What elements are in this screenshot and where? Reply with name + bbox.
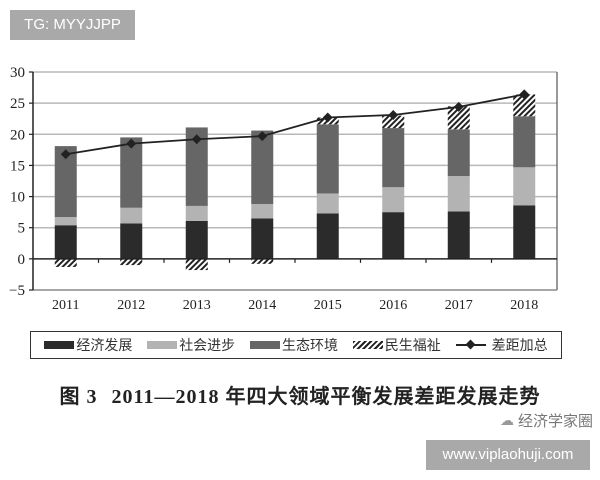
x-tick-label: 2017 <box>445 298 473 313</box>
axes <box>29 71 557 291</box>
bar-segment <box>447 211 470 259</box>
total-gap-line <box>60 89 530 160</box>
bar-segment <box>447 176 470 212</box>
bar-segment <box>316 124 339 194</box>
y-tick-label: 25 <box>10 96 25 112</box>
bar-segment <box>447 129 470 177</box>
legend-item-social: 社会进步 <box>147 335 235 355</box>
bar-segment <box>54 225 77 259</box>
diamond-marker-icon <box>257 131 268 142</box>
diamond-marker-icon <box>60 149 71 160</box>
bar-segment <box>382 115 405 129</box>
bar-segment <box>120 137 143 208</box>
bar-segment <box>382 187 405 213</box>
y-tick-label: 30 <box>10 65 25 81</box>
legend-swatch-welfare-hatch <box>352 341 383 349</box>
x-tick-label: 2016 <box>379 298 407 313</box>
bar-segment <box>316 193 339 214</box>
x-axis-tick-labels: 2011 2012 2013 2014 2015 2016 2017 2018 <box>52 298 538 313</box>
watermark-url-badge: www.viplaohuji.com <box>426 440 590 470</box>
x-tick-label: 2012 <box>117 298 145 313</box>
wechat-icon: ☁ <box>500 412 514 429</box>
legend-label: 民生福祉 <box>384 339 441 354</box>
y-tick-label: 15 <box>10 158 25 174</box>
y-tick-label: 0 <box>18 252 26 268</box>
diamond-marker-icon <box>191 134 202 145</box>
legend-label: 差距加总 <box>491 339 548 354</box>
bar-segment <box>251 204 274 219</box>
bar-segment <box>447 106 470 130</box>
total-gap-polyline <box>65 93 525 156</box>
bar-segment <box>251 218 274 259</box>
legend-label: 生态环境 <box>281 339 338 354</box>
figure-number: 图 3 <box>59 386 98 408</box>
bar-segment <box>185 205 208 221</box>
diamond-marker-icon <box>453 101 464 112</box>
bar-segment <box>513 94 536 117</box>
bar-segment <box>251 258 274 264</box>
watermark-top-badge: TG: MYYJJPP <box>10 10 135 40</box>
bars <box>54 94 536 271</box>
y-tick-label: 5 <box>18 221 26 237</box>
diamond-marker-icon <box>126 138 137 149</box>
bar-segment <box>54 146 77 218</box>
bar-segment <box>120 207 143 224</box>
figure-title: 2011—2018 年四大领域平衡发展差距发展走势 <box>111 386 541 408</box>
wechat-watermark: ☁ 经济学家圈 <box>500 410 593 431</box>
diamond-marker-icon <box>388 109 399 120</box>
line-diamond-marker-icon <box>455 341 486 349</box>
x-tick-label: 2015 <box>314 298 342 313</box>
diamond-marker-icon <box>519 89 530 100</box>
legend-item-total-gap: 差距加总 <box>455 335 548 355</box>
bar-segment <box>382 212 405 259</box>
y-tick-label: 20 <box>10 127 25 143</box>
x-tick-label: 2011 <box>52 298 79 313</box>
bar-segment <box>251 130 274 205</box>
legend-item-economic: 经济发展 <box>44 335 132 355</box>
figure-caption: 图 3 2011—2018 年四大领域平衡发展差距发展走势 <box>0 380 600 409</box>
legend-item-ecology: 生态环境 <box>249 335 338 355</box>
chart-legend: 经济发展 社会进步 生态环境 民生福祉 差距加总 <box>30 331 562 359</box>
bar-segment <box>316 213 339 259</box>
legend-swatch-ecology <box>249 341 280 349</box>
legend-label: 社会进步 <box>179 339 236 354</box>
diamond-marker-icon <box>322 112 333 123</box>
y-tick-label: −5 <box>9 283 25 299</box>
bar-segment <box>185 220 208 259</box>
legend-item-welfare: 民生福祉 <box>352 335 441 355</box>
bar-segment <box>382 128 405 188</box>
wechat-account-name: 经济学家圈 <box>518 412 594 430</box>
bar-segment <box>513 116 536 168</box>
bar-segment <box>185 127 208 206</box>
legend-swatch-social <box>147 341 178 349</box>
y-axis-tick-labels: −5 0 5 10 15 20 25 30 <box>9 65 25 299</box>
legend-swatch-economic <box>44 341 75 349</box>
x-tick-label: 2013 <box>183 298 211 313</box>
gridlines <box>33 71 558 291</box>
bar-segment <box>54 217 77 226</box>
y-tick-label: 10 <box>10 190 25 206</box>
bar-segment <box>54 258 77 267</box>
bar-segment <box>185 258 208 271</box>
bar-segment <box>513 205 536 259</box>
bar-segment <box>120 223 143 259</box>
x-tick-label: 2014 <box>248 298 276 313</box>
x-tick-label: 2018 <box>510 298 538 313</box>
bar-segment <box>513 167 536 206</box>
legend-label: 经济发展 <box>76 339 133 354</box>
bar-segment <box>120 258 143 266</box>
